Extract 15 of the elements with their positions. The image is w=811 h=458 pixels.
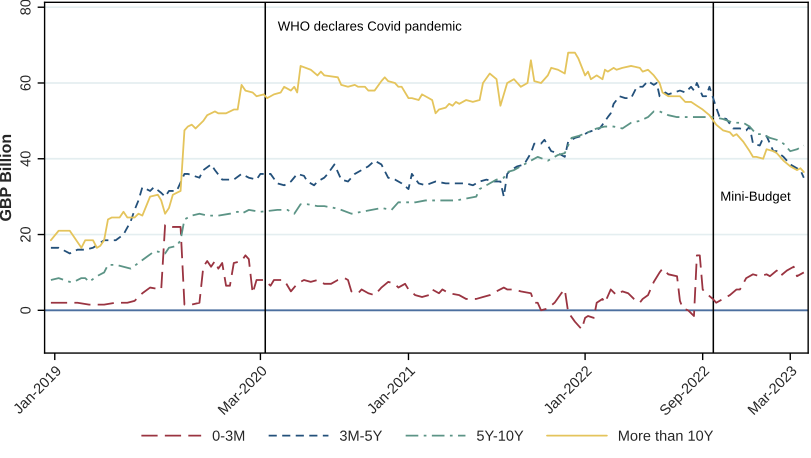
y-tick-label: 20 (20, 226, 31, 242)
ref-line-label: Mini-Budget (721, 191, 791, 204)
legend-label: 0-3M (212, 430, 244, 441)
line-series (50, 80, 805, 254)
line-series (50, 52, 805, 249)
ref-line-label: WHO declares Covid pandemic (278, 21, 462, 34)
y-tick-label: 60 (20, 75, 31, 90)
legend-label: 5Y-10Y (476, 430, 524, 441)
y-tick-label: 40 (20, 151, 31, 167)
line-series (50, 224, 805, 330)
y-tick-label: 80 (20, 0, 31, 15)
legend-label: More than 10Y (618, 430, 714, 441)
y-tick-label: 0 (20, 306, 31, 314)
line-series (50, 110, 805, 283)
legend-label: 3M-5Y (340, 430, 382, 441)
